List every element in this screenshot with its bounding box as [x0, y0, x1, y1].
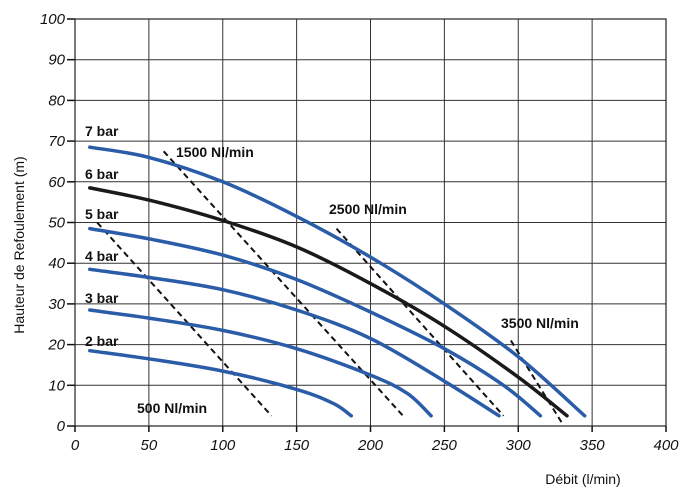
air-line-500: [96, 221, 273, 417]
label-5-bar: 5 bar: [85, 206, 119, 222]
label-3-bar: 3 bar: [85, 290, 119, 306]
y-axis-title: Hauteur de Refoulement (m): [11, 156, 27, 333]
y-tick-label: 80: [48, 92, 65, 109]
plot-frame: [74, 18, 667, 427]
x-tick-label: 200: [357, 437, 384, 454]
x-tick-label: 300: [506, 437, 532, 454]
label-2-bar: 2 bar: [85, 333, 119, 349]
y-tick-label: 50: [48, 215, 65, 232]
x-axis-title: Débit (l/min): [545, 471, 620, 487]
label-6-bar: 6 bar: [85, 166, 119, 182]
gridlines: [67, 18, 667, 432]
y-tick-label: 10: [48, 377, 65, 394]
air-line-3500: [510, 340, 564, 425]
x-tick-label: 50: [141, 437, 158, 454]
y-tick-label: 60: [48, 174, 65, 191]
curve-7-bar: [88, 145, 587, 418]
x-tick-label: 100: [210, 437, 236, 454]
x-tick-label: 400: [653, 437, 679, 454]
curve-5-bar: [88, 226, 543, 418]
curve-labels: 7 bar 6 bar 5 bar 4 bar 3 bar 2 bar 500 Nl/min…: [85, 123, 579, 416]
y-tick-label: 20: [47, 337, 65, 354]
label-1500-Nl-min: 1500 Nl/min: [176, 144, 254, 160]
x-tick-label: 250: [431, 437, 458, 454]
y-tick-label: 90: [48, 52, 65, 69]
label-2500-Nl-min: 2500 Nl/min: [329, 201, 407, 217]
tick-labels: 0 50 100 150 200 250 300 350 400 0 10 20 30 40 50 60 70 8…: [40, 11, 679, 454]
y-tick-label: 40: [48, 255, 65, 272]
y-tick-label: 100: [40, 11, 66, 28]
air-consumption-lines: [96, 150, 564, 425]
x-tick-label: 350: [580, 437, 606, 454]
curve-3-bar: [88, 308, 433, 418]
pressure-curves: [88, 145, 587, 418]
label-7-bar: 7 bar: [85, 123, 119, 139]
air-line-2500: [335, 227, 505, 417]
curve-4-bar: [88, 267, 501, 418]
label-3500-Nl-min: 3500 Nl/min: [501, 315, 579, 331]
y-tick-label: 70: [48, 133, 65, 150]
curve-6-bar: [88, 186, 569, 418]
y-tick-label: 0: [57, 418, 66, 435]
curve-2-bar: [88, 348, 354, 418]
x-tick-label: 0: [71, 437, 80, 454]
label-4-bar: 4 bar: [85, 248, 119, 264]
label-500-Nl-min: 500 Nl/min: [137, 400, 207, 416]
y-tick-label: 30: [48, 296, 65, 313]
x-tick-label: 150: [284, 437, 310, 454]
